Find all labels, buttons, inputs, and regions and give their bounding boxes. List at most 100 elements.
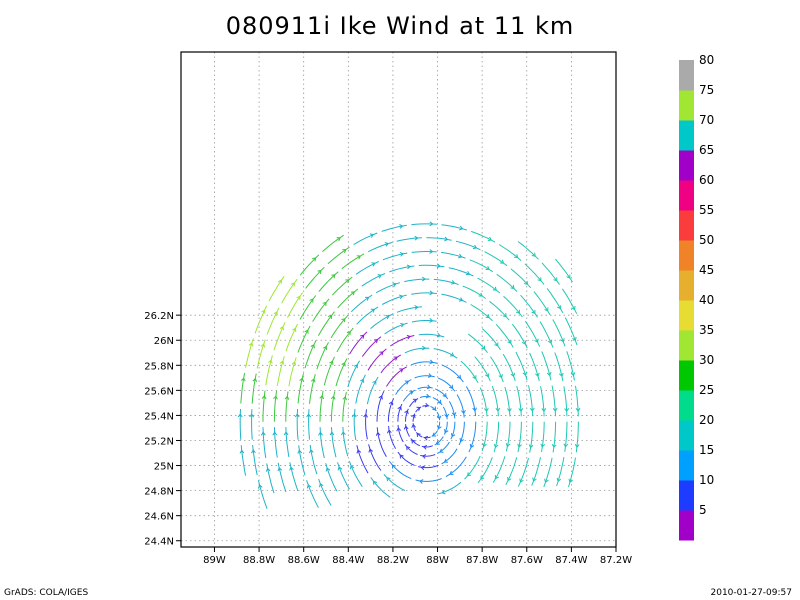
colorbar-swatch <box>679 480 694 511</box>
streamline-arrow <box>350 291 355 296</box>
streamline-arrow <box>544 307 549 312</box>
streamline <box>376 390 385 422</box>
streamline <box>493 421 500 453</box>
streamline <box>489 356 504 383</box>
chart-title: 080911i Ike Wind at 11 km <box>225 12 575 40</box>
streamlines <box>237 221 581 509</box>
colorbar-label: 70 <box>699 113 714 127</box>
streamline <box>318 271 339 292</box>
streamline-arrow <box>252 377 258 383</box>
streamline-arrow <box>514 254 519 259</box>
streamline-arrow <box>277 279 282 284</box>
streamline <box>309 444 318 475</box>
streamline-arrow <box>507 339 512 345</box>
streamline-arrow <box>541 408 547 413</box>
streamline <box>318 478 332 506</box>
streamline-arrow <box>371 262 376 267</box>
colorbar-label: 65 <box>699 143 714 157</box>
streamline <box>448 401 456 419</box>
streamline-arrow <box>522 371 528 377</box>
streamline-arrow <box>349 464 355 470</box>
streamline-arrow <box>450 352 455 357</box>
streamline <box>515 351 528 381</box>
streamline-arrow <box>373 480 378 485</box>
streamline-arrow <box>523 280 529 285</box>
streamline <box>397 451 415 466</box>
colorbar-label: 35 <box>699 323 714 337</box>
streamline-arrow <box>268 359 273 364</box>
streamline-arrow <box>359 378 365 383</box>
streamline-arrow <box>441 489 446 495</box>
streamline-arrow <box>459 437 464 443</box>
streamline-arrow <box>342 396 348 401</box>
colorbar-label: 25 <box>699 383 714 397</box>
streamline-arrow <box>237 413 243 418</box>
streamline <box>390 335 415 347</box>
streamline <box>367 348 387 371</box>
streamline-arrow <box>239 449 245 454</box>
x-tick-label: 88.4W <box>332 555 364 566</box>
streamline <box>342 391 347 422</box>
streamline-arrow <box>310 378 316 383</box>
y-tick-label: 24.8N <box>144 487 174 498</box>
streamline <box>495 323 514 348</box>
streamline <box>361 336 382 357</box>
streamline <box>306 480 319 508</box>
streamline-arrow <box>400 322 405 328</box>
streamline-arrow <box>425 393 430 399</box>
streamline-arrow <box>412 398 418 403</box>
streamline-arrow <box>485 265 490 270</box>
streamline-arrow <box>260 431 266 436</box>
streamline-arrow <box>531 252 536 257</box>
streamline-arrow <box>375 431 381 436</box>
streamline <box>355 374 366 404</box>
streamline-arrow <box>566 274 571 279</box>
streamline <box>524 320 541 347</box>
streamline-arrow <box>310 344 315 349</box>
colorbar-label: 60 <box>699 173 714 187</box>
streamline-arrow <box>406 334 411 340</box>
streamline-arrow <box>363 413 368 418</box>
streamline-arrow <box>510 372 516 378</box>
streamline-arrow <box>306 484 312 489</box>
streamline-arrow <box>516 309 521 315</box>
streamline-arrow <box>403 425 409 430</box>
streamline <box>257 480 268 509</box>
streamline-arrow <box>535 372 540 378</box>
y-axis: 24.4N 24.6N 24.8N 25N 25.2N 25.4N 25.6N 25.8N 26… <box>144 311 181 548</box>
footer-timestamp: 2010-01-27-09:57 <box>710 588 793 598</box>
streamline-arrow <box>484 408 489 413</box>
streamline <box>470 304 493 322</box>
colorbar-label: 20 <box>699 413 714 427</box>
streamline-arrow <box>557 305 562 310</box>
streamline-arrow <box>296 295 301 300</box>
streamline-arrow <box>388 401 394 406</box>
streamline-arrow <box>461 409 466 415</box>
streamline-arrow <box>329 360 334 365</box>
y-tick-label: 25.6N <box>144 386 174 397</box>
streamline <box>404 278 430 283</box>
streamline-arrow <box>273 311 278 316</box>
colorbar-swatch <box>679 150 694 181</box>
streamline-arrow <box>309 298 314 303</box>
streamline-arrow <box>429 249 434 254</box>
streamline <box>312 298 330 322</box>
streamline <box>277 462 287 493</box>
streamline-arrow <box>437 425 442 430</box>
streamline-arrow <box>393 356 398 361</box>
streamline-arrow <box>261 395 267 400</box>
streamline-arrow <box>411 423 416 428</box>
streamline-arrow <box>424 402 429 408</box>
streamline-arrow <box>416 406 421 411</box>
streamline-arrow <box>499 259 505 264</box>
colorbar-swatch <box>679 450 694 481</box>
streamline-arrow <box>478 292 483 297</box>
streamline-arrow <box>451 412 457 417</box>
streamline-arrow <box>472 244 478 250</box>
streamline-arrow <box>529 407 535 412</box>
colorbar-swatch <box>679 120 694 151</box>
colorbar-swatch <box>679 510 694 541</box>
streamline <box>323 356 335 386</box>
streamline <box>456 394 465 418</box>
